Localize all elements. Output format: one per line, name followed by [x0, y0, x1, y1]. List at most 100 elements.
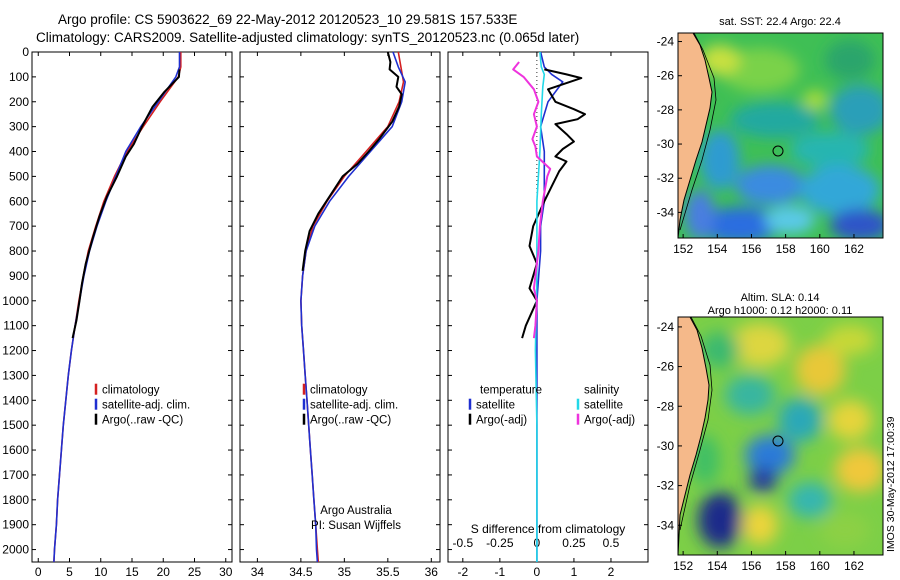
map-xtick-label: 152	[673, 242, 693, 256]
x2tick-label: -0.25	[486, 536, 514, 550]
temp-axes-box	[31, 51, 233, 563]
sal-xtick-label: 35	[338, 565, 352, 579]
legend-title-temperature: temperature	[480, 385, 542, 397]
ytick-label: 100	[9, 70, 29, 84]
ytick-label: 300	[9, 120, 29, 134]
sal-legend-label: Argo(..raw -QC)	[310, 415, 391, 427]
sal-series-line	[301, 51, 403, 272]
temp-xtick-label: 20	[157, 565, 171, 579]
map-xtick-label: 158	[776, 559, 796, 573]
map-ytick-label: -28	[657, 103, 675, 117]
map-xtick-label: 154	[707, 242, 727, 256]
temp-legend-label: Argo(..raw -QC)	[102, 415, 183, 427]
map-xtick-label: 154	[707, 559, 727, 573]
diff-xtick-label: 2	[608, 565, 615, 579]
map-ytick-label: -28	[657, 399, 675, 413]
map-ytick-label: -32	[657, 171, 675, 185]
ytick-label: 900	[9, 269, 29, 283]
annotation-line1: Argo Australia	[320, 505, 392, 517]
map-xtick-label: 162	[844, 559, 864, 573]
diff-xtick-label: 0	[534, 565, 541, 579]
annotation-line2: PI: Susan Wijffels	[311, 520, 401, 532]
map-ytick-label: -26	[657, 360, 675, 374]
ytick-label: 200	[9, 95, 29, 109]
temp-legend-label: satellite-adj. clim.	[102, 400, 190, 412]
temp-xtick-label: 0	[35, 565, 42, 579]
temperature-panel: 0100200300400500600700800900100011001200…	[2, 45, 233, 579]
salinity-panel: 3434.53535.536salinityclimatologysatelli…	[239, 51, 441, 579]
sal-series-line	[300, 51, 407, 563]
map-xtick-label: 152	[673, 559, 693, 573]
temp-xtick-label: 10	[94, 565, 108, 579]
temp-series-line	[71, 69, 181, 339]
ytick-label: 700	[9, 219, 29, 233]
map-ytick-label: -24	[657, 35, 675, 49]
sal-legend-label: climatology	[310, 385, 368, 397]
map-xtick-label: 158	[776, 242, 796, 256]
diff-xtick-label: 1	[571, 565, 578, 579]
diff-legend-label: satellite	[476, 400, 515, 412]
map-ytick-label: -32	[657, 479, 675, 493]
ytick-label: 1700	[2, 468, 29, 482]
x2tick-label: 0.5	[603, 536, 620, 550]
sst-map: sat. SST: 22.4 Argo: 22.4	[657, 16, 884, 256]
sal-xtick-label: 34	[251, 565, 265, 579]
sla-map-title-2: Argo h1000: 0.12 h2000: 0.11	[708, 305, 853, 317]
map-xtick-label: 156	[741, 559, 761, 573]
ytick-label: 0	[22, 45, 29, 59]
argo-marker-sst	[772, 145, 784, 157]
ytick-label: 1300	[2, 368, 29, 382]
sal-xtick-label: 35.5	[376, 565, 400, 579]
ytick-label: 1000	[2, 294, 29, 308]
map-ytick-label: -30	[657, 439, 675, 453]
diff-legend-label: Argo(-adj)	[584, 415, 635, 427]
temp-xtick-label: 15	[125, 565, 139, 579]
diff-legend-label: satellite	[584, 400, 623, 412]
map-ytick-label: -24	[657, 320, 675, 334]
temp-xtick-label: 25	[188, 565, 202, 579]
ytick-label: 1800	[2, 493, 29, 507]
map-ytick-label: -30	[657, 137, 675, 151]
argo-marker-sla	[772, 435, 784, 447]
ytick-label: 1200	[2, 344, 29, 358]
header-line1: Argo profile: CS 5903622_69 22-May-2012 …	[58, 12, 517, 27]
sla-map: Altim. SLA: 0.14 Argo h1000: 0.12 h2000:…	[657, 292, 884, 573]
map-xtick-label: 162	[844, 242, 864, 256]
ytick-label: 1100	[3, 319, 29, 333]
legend-title-salinity: salinity	[584, 385, 619, 397]
diff-legend-label: Argo(-adj)	[476, 415, 527, 427]
sal-legend-label: satellite-adj. clim.	[310, 400, 398, 412]
map-xtick-label: 160	[810, 242, 830, 256]
diff-xtick-label: -2	[457, 565, 468, 579]
map-ytick-label: -26	[657, 69, 675, 83]
map-ytick-label: -34	[657, 518, 675, 532]
diff-xtick-label: -1	[495, 565, 506, 579]
sal-xtick-label: 36	[425, 565, 439, 579]
ytick-label: 600	[9, 194, 29, 208]
difference-panel: -2-1012T difference from climatology-0.5…	[447, 51, 649, 579]
sal-xtick-label: 34.5	[289, 565, 313, 579]
map-xtick-label: 160	[810, 559, 830, 573]
sst-map-title: sat. SST: 22.4 Argo: 22.4	[719, 16, 841, 28]
map-ytick-label: -34	[657, 205, 675, 219]
header-line2: Climatology: CARS2009. Satellite-adjuste…	[36, 30, 579, 45]
timestamp-stamp: IMOS 30-May-2012 17:00:39	[885, 416, 897, 552]
ytick-label: 500	[9, 169, 29, 183]
ytick-label: 800	[9, 244, 29, 258]
temp-xtick-label: 30	[219, 565, 233, 579]
diff-series-line	[534, 51, 546, 562]
ytick-label: 1500	[2, 418, 29, 432]
temp-xtick-label: 5	[66, 565, 73, 579]
x2label: S difference from climatology	[471, 522, 626, 536]
map-xtick-label: 156	[741, 242, 761, 256]
x2tick-label: -0.5	[452, 536, 473, 550]
sla-map-title-1: Altim. SLA: 0.14	[741, 292, 820, 304]
diff-axes-box	[447, 51, 649, 563]
x2tick-label: 0.25	[562, 536, 586, 550]
diff-series-line	[512, 61, 552, 339]
ytick-label: 400	[9, 145, 29, 159]
temp-legend-label: climatology	[102, 385, 160, 397]
ytick-label: 1600	[2, 443, 29, 457]
sal-axes-box	[239, 51, 441, 563]
